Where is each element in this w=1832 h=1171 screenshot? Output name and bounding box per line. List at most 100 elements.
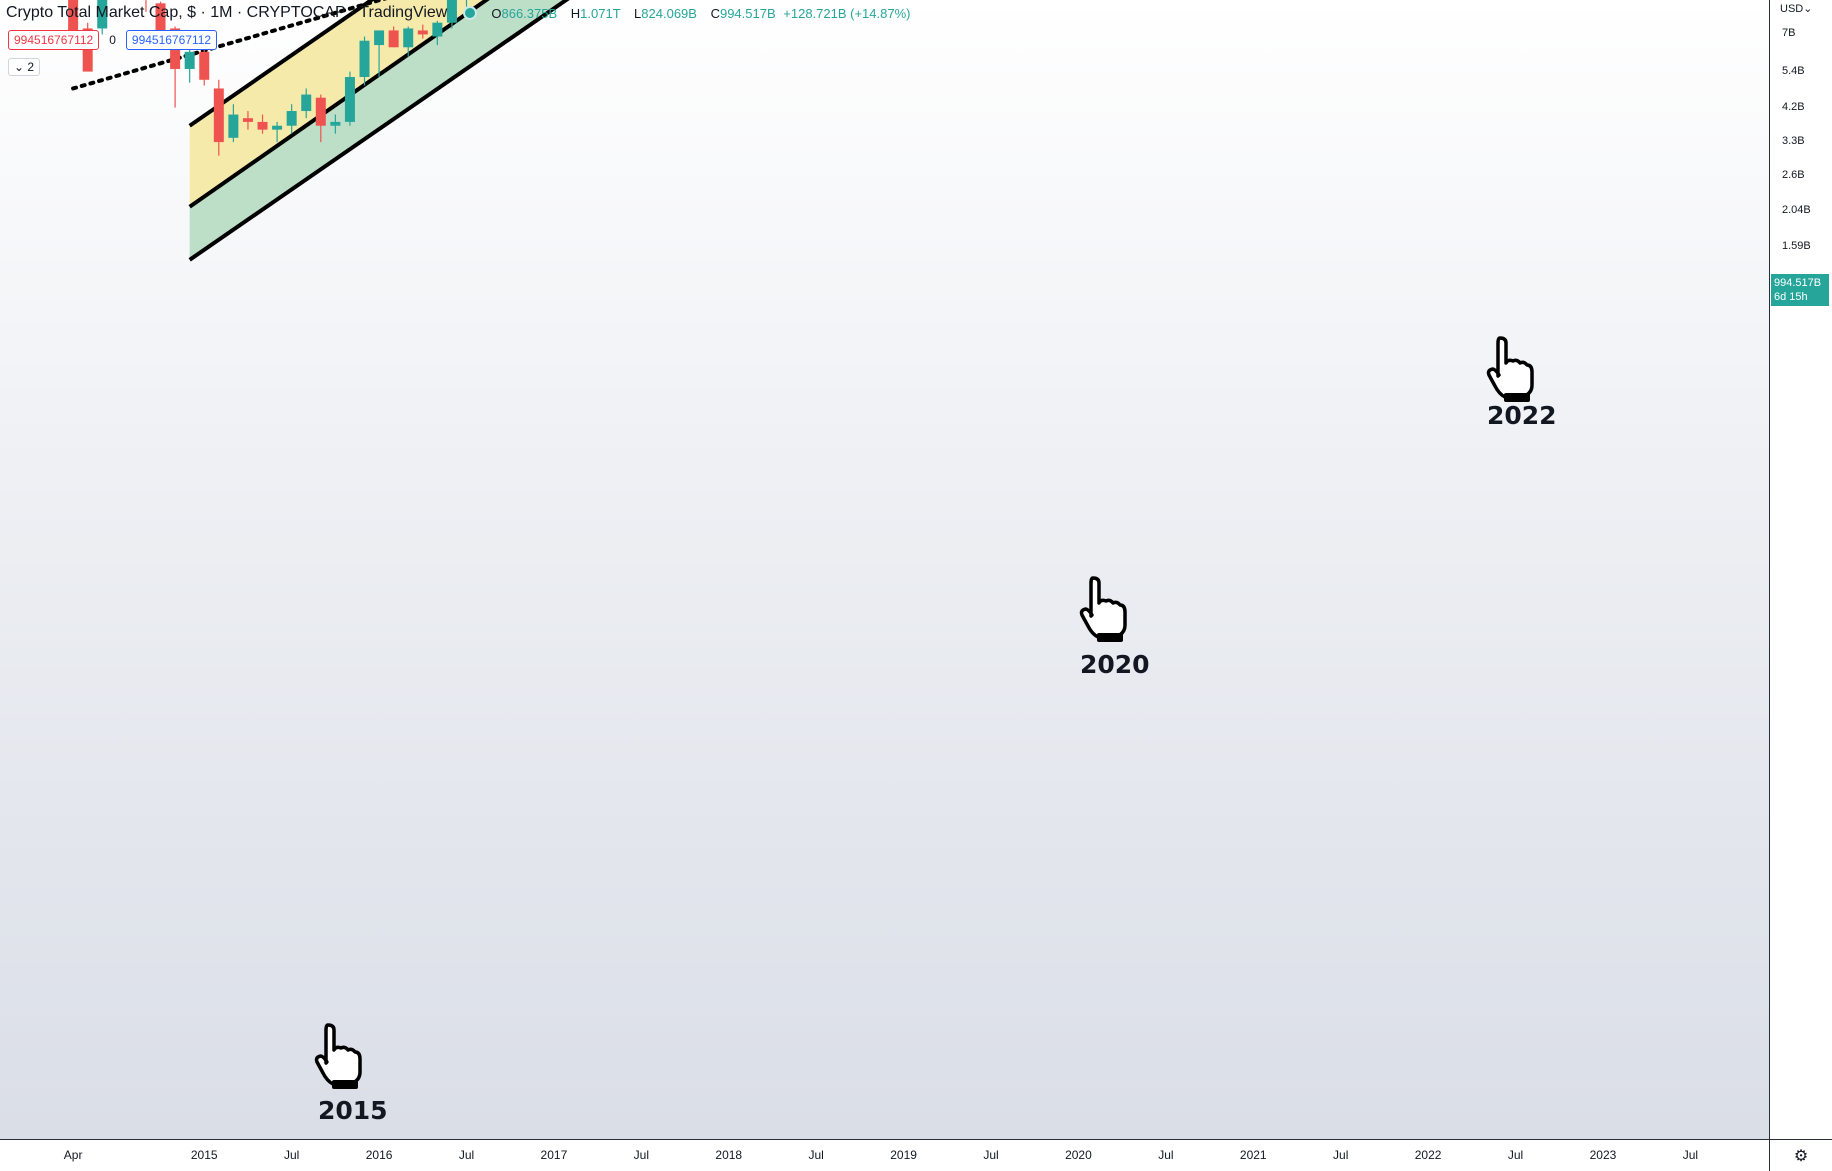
symbol-title[interactable]: Crypto Total Market Cap, $ · 1M · CRYPTO… xyxy=(6,4,448,21)
price-tick-label: 2.04B xyxy=(1782,203,1811,216)
candle-body xyxy=(359,40,370,78)
price-chart[interactable]: 2015 2020 2022 xyxy=(0,0,1770,1140)
change-value: +128.721B (+14.87%) xyxy=(783,5,911,21)
candle xyxy=(242,111,253,130)
candle xyxy=(145,0,147,12)
candle-body xyxy=(68,0,79,31)
candle-body xyxy=(417,30,428,35)
low-value: 824.069B xyxy=(641,5,697,21)
candles-layer xyxy=(68,0,468,156)
price-tick-label: 1.59B xyxy=(1782,239,1811,252)
candle xyxy=(432,20,443,46)
spread-value: 0 xyxy=(109,33,116,47)
settings-icon[interactable]: ⚙ xyxy=(1769,1139,1832,1171)
candle-body xyxy=(432,22,443,37)
high-label: H xyxy=(570,5,581,21)
candle xyxy=(446,0,457,29)
candle xyxy=(301,88,312,119)
candle-body xyxy=(344,77,355,122)
candle-body xyxy=(272,125,283,130)
candle xyxy=(68,0,79,31)
candle xyxy=(330,114,341,134)
candle xyxy=(344,71,355,126)
candle-body xyxy=(330,121,341,126)
candle-body xyxy=(82,28,93,72)
time-tick-label: 2019 xyxy=(890,1148,917,1162)
price-tick-label: 9B xyxy=(1782,0,1795,3)
close-label: C xyxy=(710,5,720,21)
candle-body xyxy=(315,97,326,126)
channel-lower-line xyxy=(188,0,570,262)
channel-layer xyxy=(188,0,570,262)
ohlc-values: O866.375B H1.071T L824.069B C994.517B +1… xyxy=(491,6,910,21)
open-value: 866.375B xyxy=(501,5,558,21)
bid-ask-row: 994516767112 0 994516767112 xyxy=(8,30,218,50)
time-tick-label: 2020 xyxy=(1065,1148,1092,1162)
candle xyxy=(315,94,326,143)
price-axis[interactable]: USD⌄ 7T5.4T4.2T3.2T2.5T1.9T1.5T1.18T700B… xyxy=(1769,0,1832,1140)
candle xyxy=(228,104,239,143)
candle-body xyxy=(199,51,210,80)
time-tick-label: 2018 xyxy=(715,1148,743,1162)
candle-body xyxy=(403,28,414,48)
time-tick-label: Jul xyxy=(983,1148,999,1162)
price-tick-label: 5.4B xyxy=(1782,64,1805,77)
price-tick-label: 3.3B xyxy=(1782,135,1805,148)
marker-2020-label: 2020 xyxy=(1080,650,1150,679)
marker-2015: 2015 xyxy=(314,1023,388,1125)
candle xyxy=(272,121,283,143)
sell-button[interactable]: 994516767112 xyxy=(8,30,100,50)
close-value: 994.517B xyxy=(719,5,776,21)
last-price-label: 994.517B 6d 15h xyxy=(1771,274,1829,306)
candle-body xyxy=(388,30,399,48)
market-status-dot[interactable] xyxy=(463,6,478,20)
high-value: 1.071T xyxy=(580,5,621,21)
candle xyxy=(359,36,370,86)
time-tick-label: 2023 xyxy=(1589,1148,1617,1162)
candle-body xyxy=(213,88,224,143)
candle-body xyxy=(97,0,108,29)
time-tick-label: Jul xyxy=(1507,1148,1524,1162)
time-tick-label: Jul xyxy=(1333,1148,1349,1162)
time-axis[interactable]: Apr 2015 Jul 2016 Jul 2017 Jul 2018 Jul 2019 Jul 20… xyxy=(0,1139,1770,1171)
time-tick-label: Jul xyxy=(458,1148,475,1162)
candle xyxy=(417,24,428,39)
time-tick-label: 2022 xyxy=(1414,1148,1442,1162)
candle xyxy=(286,104,297,134)
candle-body xyxy=(286,111,297,126)
candle xyxy=(257,114,268,134)
time-tick-label: Apr xyxy=(63,1148,83,1162)
time-tick-label: Jul xyxy=(1682,1148,1699,1162)
currency-selector[interactable]: USD⌄ xyxy=(1780,3,1813,15)
pointing-hand-icon xyxy=(314,1023,362,1089)
indicators-toggle[interactable]: ⌄ 2 xyxy=(8,58,41,76)
marker-2015-label: 2015 xyxy=(318,1096,388,1125)
pointing-hand-icon xyxy=(1079,576,1127,642)
candle xyxy=(388,26,399,48)
candle-body xyxy=(446,0,457,23)
time-tick-label: 2017 xyxy=(540,1148,568,1162)
time-tick-label: Jul xyxy=(808,1148,824,1162)
markers-layer: 2015 2020 2022 xyxy=(314,336,1557,1125)
candle xyxy=(97,0,108,35)
candle-body xyxy=(242,118,253,122)
time-tick-label: Jul xyxy=(633,1148,649,1162)
marker-2022-label: 2022 xyxy=(1487,401,1557,430)
candle-body xyxy=(155,3,166,31)
time-tick-label: 2015 xyxy=(190,1148,218,1162)
candle-body xyxy=(374,30,385,46)
last-price-value: 994.517B xyxy=(1774,277,1822,289)
time-tick-label: 2016 xyxy=(365,1148,393,1162)
low-label: L xyxy=(634,5,642,21)
channel-middle-line xyxy=(188,0,490,209)
candle xyxy=(403,26,414,57)
candle xyxy=(213,79,224,156)
candle-body xyxy=(301,94,312,112)
bar-countdown: 6d 15h xyxy=(1774,291,1808,303)
pointing-hand-icon xyxy=(1486,336,1534,402)
price-tick-label: 4.2B xyxy=(1782,100,1805,113)
candle-body xyxy=(228,114,239,138)
buy-button[interactable]: 994516767112 xyxy=(125,30,218,50)
time-tick-label: 2021 xyxy=(1239,1148,1267,1162)
candle xyxy=(374,30,385,78)
